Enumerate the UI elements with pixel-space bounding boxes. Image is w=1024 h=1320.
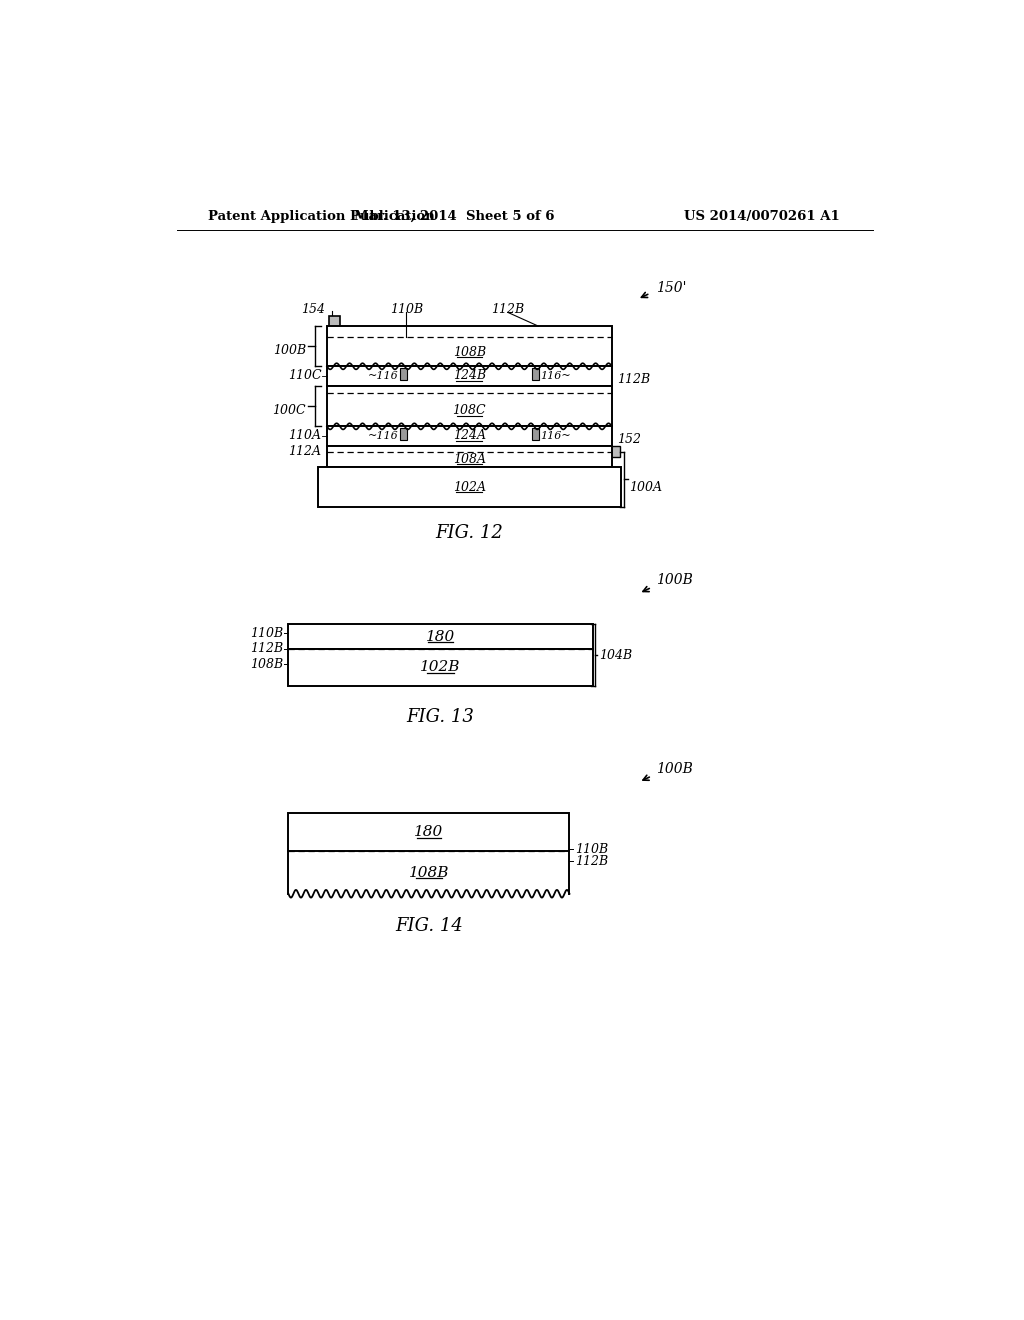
Text: 112A: 112A [289,445,322,458]
Text: 110B: 110B [250,627,283,640]
Text: 100B: 100B [656,762,693,776]
Text: Patent Application Publication: Patent Application Publication [208,210,434,223]
Text: 100C: 100C [272,404,306,417]
Text: 110B: 110B [390,302,423,315]
Text: 180: 180 [415,825,443,840]
Text: 104B: 104B [599,648,632,661]
Text: 102A: 102A [453,480,485,494]
Text: 152: 152 [617,433,641,446]
Text: 100B: 100B [656,573,693,587]
Bar [400,428,407,441]
Text: 100A: 100A [630,480,663,494]
Bar [327,367,611,385]
Text: 112B: 112B [492,302,524,315]
Bar [330,317,340,327]
Text: 110A: 110A [289,429,322,442]
Text: 108B: 108B [409,866,450,879]
Text: ~116: ~116 [368,371,398,380]
Text: 150': 150' [656,281,687,294]
Text: FIG. 12: FIG. 12 [435,524,504,543]
Bar [317,467,621,507]
Bar [609,446,621,457]
Text: 102B: 102B [420,660,461,675]
Bar [327,426,611,446]
Text: 112B: 112B [574,855,608,869]
Text: Mar. 13, 2014  Sheet 5 of 6: Mar. 13, 2014 Sheet 5 of 6 [353,210,554,223]
Text: 116~: 116~ [541,430,571,441]
Bar [531,368,539,380]
Text: 108B: 108B [250,657,283,671]
Text: 124B: 124B [453,370,486,381]
Text: 124A: 124A [453,429,485,442]
Bar [289,624,593,649]
Bar [327,446,611,467]
Bar [531,428,539,441]
Text: FIG. 13: FIG. 13 [407,709,474,726]
Bar [400,368,407,380]
Text: 116~: 116~ [541,371,571,380]
Text: 154: 154 [301,302,326,315]
Bar [327,385,611,426]
Text: 112B: 112B [250,643,283,656]
Text: 108B: 108B [453,346,486,359]
Bar [289,649,593,686]
Text: 110B: 110B [574,842,608,855]
Text: 100B: 100B [273,345,306,358]
Text: ~116: ~116 [368,430,398,441]
Text: US 2014/0070261 A1: US 2014/0070261 A1 [684,210,840,223]
Text: 108C: 108C [453,404,486,417]
Text: FIG. 14: FIG. 14 [395,917,463,935]
Bar [327,326,611,367]
Text: 110C: 110C [288,370,322,383]
Bar [289,813,569,851]
Text: 108A: 108A [453,453,485,466]
Text: 112B: 112B [617,374,650,387]
Text: 180: 180 [426,630,455,644]
